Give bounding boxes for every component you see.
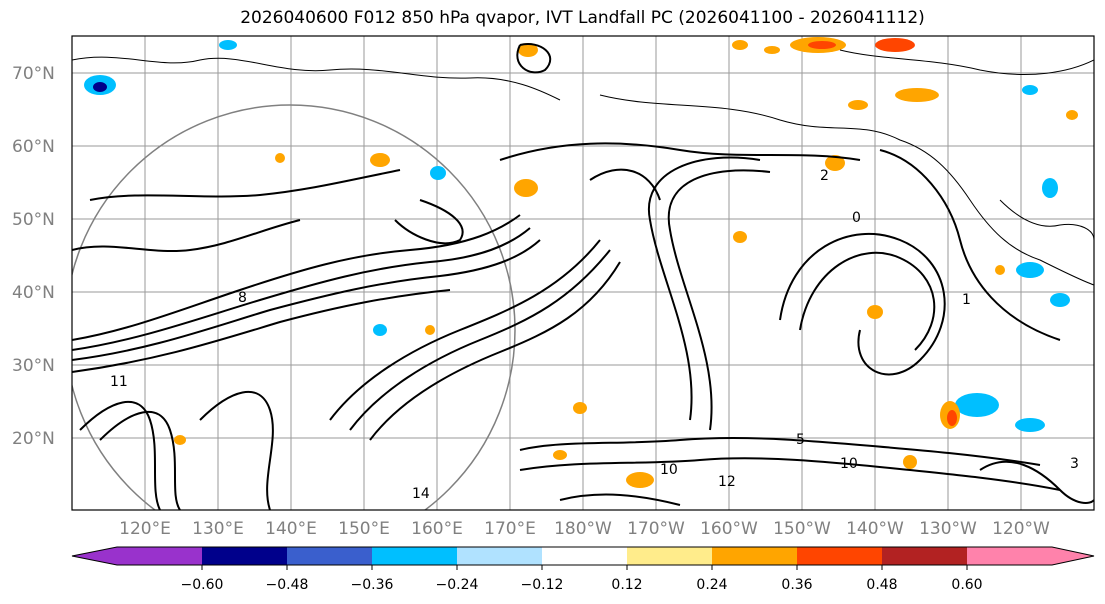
graticule (72, 36, 1094, 510)
lat-label: 20°N (12, 429, 55, 449)
contour-label: 11 (110, 374, 128, 390)
colorbar-bin (287, 547, 372, 565)
lon-label: 130°W (919, 519, 977, 539)
lon-label: 180°W (554, 519, 612, 539)
colorbar-tick-label: −0.12 (521, 577, 564, 593)
colorbar-bin (202, 547, 287, 565)
lon-label: 160°W (700, 519, 758, 539)
lat-label: 60°N (12, 137, 55, 157)
contour-label: 12 (718, 474, 736, 490)
lon-label: 140°E (265, 519, 317, 539)
contour-label: 1 (962, 292, 971, 308)
range-circle (72, 104, 516, 510)
colorbar-bin (967, 547, 1052, 565)
contour-label-group: 11 10 12 14 5 3 2 1 0 10 8 (110, 168, 1079, 502)
colorbar-tick-label: −0.36 (351, 577, 394, 593)
lon-label: 150°W (773, 519, 831, 539)
lon-label: 170°E (484, 519, 536, 539)
contour-label: 8 (238, 290, 247, 306)
map-title: 2026040600 F012 850 hPa qvapor, IVT Land… (240, 8, 925, 28)
lon-label: 140°W (846, 519, 904, 539)
colorbar-tick-label: −0.60 (181, 577, 224, 593)
lat-label: 50°N (12, 210, 55, 230)
colorbar-tick-label: 0.24 (696, 577, 727, 593)
lon-label: 120°W (992, 519, 1050, 539)
latitude-labels: 70°N 60°N 50°N 40°N 30°N 20°N (12, 64, 55, 449)
colorbar-bin (372, 547, 457, 565)
lon-label: 170°W (627, 519, 685, 539)
ivt-contours (72, 43, 1094, 510)
lon-label: 130°E (192, 519, 244, 539)
contour-label: 2 (820, 168, 829, 184)
colorbar-extend-low (72, 547, 117, 565)
colorbar-tick-label: 0.60 (951, 577, 982, 593)
lon-label: 150°E (338, 519, 390, 539)
longitude-labels: 120°E 130°E 140°E 150°E 160°E 170°E 180°… (119, 519, 1050, 539)
colorbar-tick-label: −0.48 (266, 577, 309, 593)
colorbar-bin (117, 547, 202, 565)
contour-label: 0 (852, 210, 861, 226)
colorbar-tick-label: −0.24 (436, 577, 479, 593)
lat-label: 70°N (12, 64, 55, 84)
qvapor-anomaly-fill (84, 37, 1078, 488)
lat-label: 30°N (12, 356, 55, 376)
contour-label: 10 (660, 462, 678, 478)
contour-label: 14 (412, 486, 430, 502)
colorbar-tick-label: 0.48 (866, 577, 897, 593)
colorbar-bin (542, 547, 627, 565)
lat-label: 40°N (12, 283, 55, 303)
colorbar-ticks (201, 565, 968, 570)
colorbar: −0.60 −0.48 −0.36 −0.24 −0.12 0.12 0.24 … (71, 546, 1095, 593)
contour-label: 3 (1070, 456, 1079, 472)
colorbar-bin (797, 547, 882, 565)
colorbar-bin (712, 547, 797, 565)
lon-label: 160°E (411, 519, 463, 539)
contour-label: 10 (840, 456, 858, 472)
colorbar-tick-label: 0.36 (781, 577, 812, 593)
colorbar-bin (627, 547, 712, 565)
map-frame (71, 35, 1095, 511)
colorbar-extend-high (1052, 547, 1094, 565)
colorbar-bin (457, 547, 542, 565)
coastlines (72, 49, 1094, 286)
lon-label: 120°E (119, 519, 171, 539)
colorbar-tick-label: 0.12 (611, 577, 642, 593)
contour-label: 5 (796, 432, 805, 448)
colorbar-outline (71, 546, 1095, 566)
colorbar-bin (882, 547, 967, 565)
